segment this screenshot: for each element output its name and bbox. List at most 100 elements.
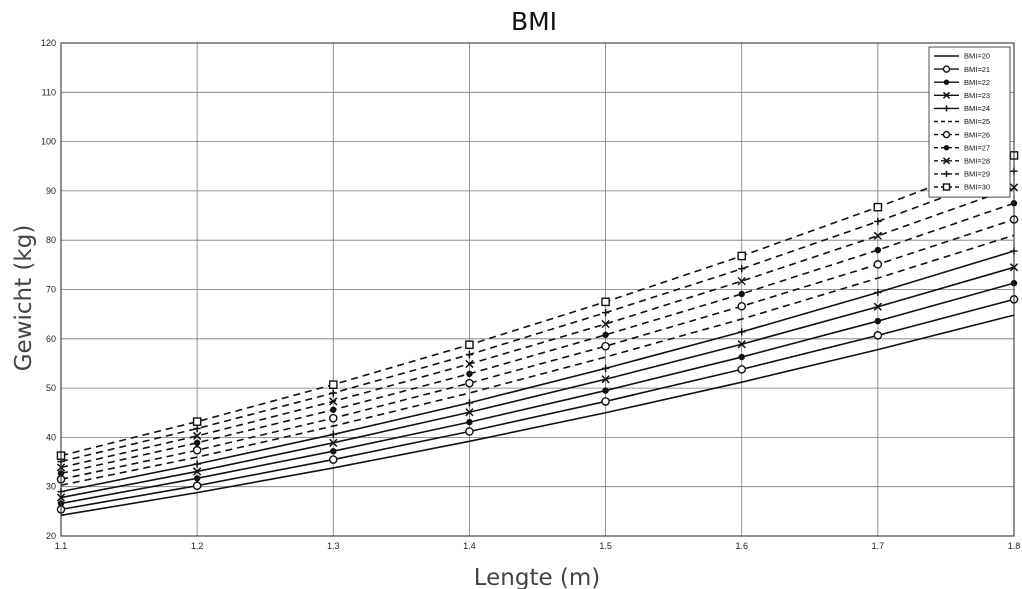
square-marker xyxy=(328,380,338,389)
x-marker-stroke xyxy=(942,157,951,165)
circle-marker xyxy=(873,331,883,340)
dot-marker xyxy=(738,353,745,361)
legend-item: BMI=28 xyxy=(934,157,990,166)
circle-marker xyxy=(192,481,202,491)
x-marker-stroke xyxy=(942,91,951,99)
x-marker-stroke xyxy=(873,302,882,311)
x-axis-title: Lengte (m) xyxy=(474,565,601,589)
x-marker xyxy=(465,359,474,369)
plus-marker xyxy=(601,364,610,372)
x-tick-label: 1.2 xyxy=(191,541,204,551)
plus-marker xyxy=(874,217,882,226)
y-tick-label: 40 xyxy=(46,432,56,442)
dot-marker xyxy=(874,246,882,254)
dot-marker xyxy=(330,406,337,413)
circle-marker xyxy=(873,260,883,269)
legend-item: BMI=27 xyxy=(934,143,990,152)
x-marker xyxy=(873,302,882,311)
x-marker-stroke xyxy=(193,431,202,441)
plus-marker xyxy=(943,170,950,177)
circle-marker xyxy=(601,341,610,351)
square-marker xyxy=(873,202,883,212)
plus-marker xyxy=(738,328,746,336)
square-marker xyxy=(465,340,474,350)
x-marker xyxy=(942,91,951,99)
x-marker-stroke xyxy=(737,276,746,286)
legend-item: BMI=30 xyxy=(934,183,990,192)
dot-marker xyxy=(330,448,337,455)
dot-marker xyxy=(943,144,950,151)
dot-marker xyxy=(466,370,473,378)
legend-label: BMI=25 xyxy=(964,117,990,126)
x-tick-label: 1.4 xyxy=(463,541,476,551)
plus-marker xyxy=(874,288,882,297)
x-marker xyxy=(873,231,882,240)
square-marker xyxy=(192,417,202,426)
legend-item: BMI=21 xyxy=(934,65,990,74)
x-marker-stroke xyxy=(465,359,474,369)
series-line-bmi-20 xyxy=(60,314,1015,517)
series-line-bmi-25 xyxy=(60,234,1015,487)
legend-label: BMI=23 xyxy=(964,91,990,100)
plus-marker xyxy=(465,399,474,407)
x-marker-stroke xyxy=(737,340,746,349)
x-marker xyxy=(601,375,610,384)
x-marker xyxy=(465,408,474,417)
legend-label: BMI=26 xyxy=(964,130,990,139)
y-tick-label: 30 xyxy=(46,482,56,492)
series-line-bmi-21 xyxy=(60,298,1015,511)
dot-marker xyxy=(874,317,882,325)
plot-frame xyxy=(60,42,1015,537)
legend: BMI=20 BMI=21 BMI=22 BMI=23 BMI=24 BMI=25 BMI=… xyxy=(928,46,1011,198)
plus-marker xyxy=(601,309,610,317)
plus-marker xyxy=(193,424,201,433)
legend-item: BMI=29 xyxy=(934,170,990,179)
x-marker-stroke xyxy=(601,319,610,329)
x-marker xyxy=(329,397,338,406)
y-tick-label: 20 xyxy=(46,531,56,541)
x-marker-stroke xyxy=(873,231,882,240)
x-marker-stroke xyxy=(329,438,338,447)
legend-label: BMI=30 xyxy=(964,183,990,192)
legend-label: BMI=27 xyxy=(964,143,990,152)
x-marker-stroke xyxy=(465,408,474,417)
plus-marker xyxy=(329,430,337,439)
series-line-bmi-22 xyxy=(60,282,1015,505)
square-marker xyxy=(942,183,951,191)
tick-labels: 1.1 1.2 1.3 1.4 1.5 1.6 1.7 1.8 20 30 40 50 60 70 80 90… xyxy=(41,38,1020,551)
y-tick-label: 50 xyxy=(46,383,56,393)
dot-marker xyxy=(602,331,609,339)
x-tick-label: 1.8 xyxy=(1008,541,1021,551)
plus-marker xyxy=(193,460,201,468)
dot-marker xyxy=(602,387,609,394)
plus-marker xyxy=(943,105,950,112)
x-marker xyxy=(737,340,746,349)
dot-marker xyxy=(466,418,473,426)
circle-marker xyxy=(192,445,202,455)
legend-label: BMI=28 xyxy=(964,157,990,166)
x-marker-stroke xyxy=(329,397,338,406)
circle-marker xyxy=(465,378,474,388)
y-tick-label: 70 xyxy=(46,285,56,295)
x-tick-label: 1.1 xyxy=(55,541,68,551)
x-tick-label: 1.5 xyxy=(599,541,612,551)
y-tick-label: 60 xyxy=(46,334,56,344)
x-tick-label: 1.7 xyxy=(872,541,885,551)
x-marker xyxy=(193,431,202,441)
plus-marker xyxy=(329,389,337,397)
x-marker-stroke xyxy=(193,467,202,476)
plus-marker xyxy=(738,265,746,273)
square-marker xyxy=(601,297,610,307)
x-marker xyxy=(601,319,610,329)
y-tick-label: 110 xyxy=(42,87,56,97)
dot-marker xyxy=(943,79,950,85)
series-line-bmi-30 xyxy=(60,154,1015,457)
legend-item: BMI=23 xyxy=(934,91,990,100)
y-axis-title: Gewicht (kg) xyxy=(11,225,37,372)
series-lines xyxy=(60,154,1015,517)
x-tick-label: 1.3 xyxy=(327,541,340,551)
legend-label: BMI=22 xyxy=(964,78,990,87)
x-marker xyxy=(193,467,202,476)
dot-marker xyxy=(193,475,201,482)
